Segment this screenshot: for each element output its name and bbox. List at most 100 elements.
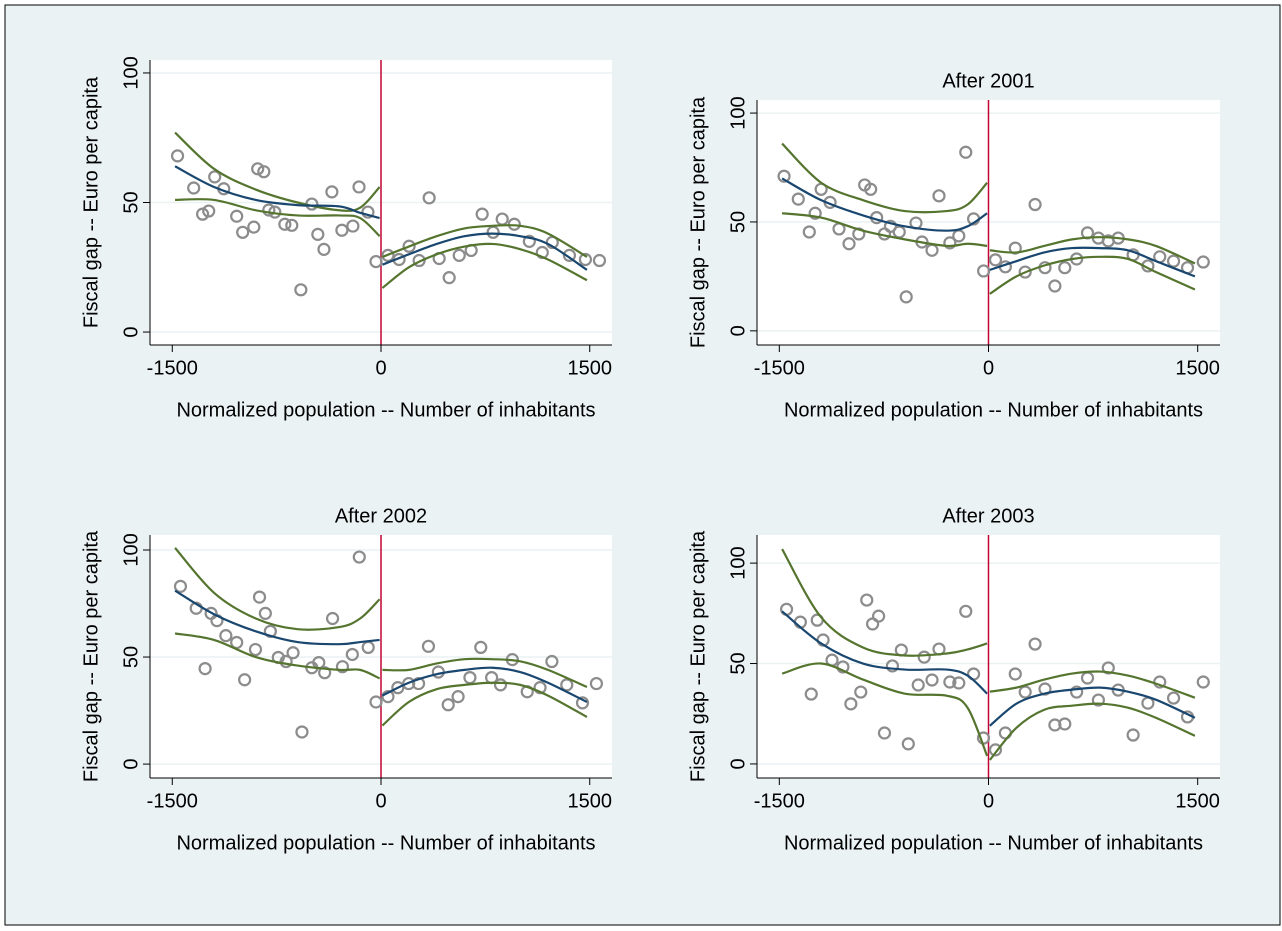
scatter-point	[345, 647, 359, 662]
scatter-point	[917, 650, 931, 664]
scatter-point	[1058, 717, 1072, 731]
scatter-point	[836, 660, 850, 674]
scatter-point	[230, 209, 244, 223]
scatter-point	[170, 149, 185, 163]
scatter-point	[1048, 279, 1062, 293]
fit-line	[174, 165, 380, 220]
y-axis-label: Fiscal gap -- Euro per capita	[687, 530, 709, 782]
scatter-point	[236, 225, 250, 239]
scatter-point	[369, 254, 383, 269]
y-tick-label: 0	[120, 759, 142, 770]
fit-line	[175, 198, 381, 237]
scatter-point	[262, 203, 276, 217]
fit-line	[989, 670, 1196, 699]
y-axis-label: Fiscal gap -- Euro per capita	[80, 530, 102, 782]
scatter-point	[854, 685, 868, 699]
scatter-point	[285, 218, 299, 232]
scatter-point	[369, 695, 383, 709]
scatter-point	[872, 609, 886, 623]
scatter-point	[335, 223, 349, 237]
fit-line	[382, 657, 588, 689]
x-tick-label: 0	[375, 357, 386, 379]
scatter-point	[877, 726, 892, 740]
scatter-point	[560, 678, 574, 692]
scatter-point	[422, 191, 436, 205]
fit-line	[781, 610, 988, 695]
scatter-point	[318, 666, 332, 680]
x-tick-label: -1500	[754, 357, 805, 379]
scatter-point	[202, 204, 216, 218]
scatter-point	[452, 248, 466, 262]
scatter-point	[1196, 675, 1210, 689]
scatter-point	[335, 660, 350, 674]
panel-title: After 2001	[942, 70, 1034, 92]
panel: After 2001 0 50 100 -1500 0 1500 Normalized pop…	[687, 70, 1220, 421]
fit-line	[381, 681, 588, 727]
fit-line	[989, 246, 1196, 278]
panel: 0 50 100 -1500 0 1500 Normalized population --…	[80, 56, 612, 421]
scatter-point	[391, 681, 405, 695]
scatter-point	[474, 640, 488, 655]
scatter-point	[988, 253, 1003, 267]
scatter-point	[952, 676, 966, 690]
scatter-point	[294, 283, 308, 297]
scatter-point	[219, 629, 233, 643]
scatter-point	[258, 606, 272, 620]
fit-line	[381, 666, 588, 703]
scatter-point	[592, 253, 607, 268]
fit-line	[781, 212, 988, 248]
scatter-point	[578, 252, 593, 267]
scatter-point	[325, 185, 339, 199]
x-tick-label: 0	[375, 790, 386, 812]
x-axis-label: Normalized population -- Number of inhab…	[784, 399, 1203, 421]
scatter-point	[381, 690, 395, 704]
x-axis-label: Normalized population -- Number of inhab…	[176, 832, 595, 854]
scatter-point	[451, 690, 465, 704]
scatter-point	[251, 162, 265, 176]
y-tick-label: 100	[120, 533, 142, 566]
scatter-point	[279, 654, 293, 669]
scatter-point	[475, 207, 489, 221]
scatter-point	[533, 681, 547, 695]
fit-line	[781, 177, 988, 232]
scatter-point	[1166, 254, 1181, 268]
scatter-point	[317, 242, 331, 256]
fit-line	[174, 131, 381, 212]
scatter-point	[278, 217, 292, 231]
scatter-point	[842, 237, 856, 251]
scatter-point	[562, 248, 577, 262]
scatter-point	[412, 253, 426, 268]
scatter-point	[988, 743, 1003, 757]
fit-line	[381, 224, 588, 258]
scatter-point	[899, 290, 913, 304]
scatter-point	[959, 604, 973, 618]
panel: After 2003 0 50 100 -1500 0 1500 Normalized pop…	[687, 505, 1220, 854]
y-tick-label: 50	[727, 211, 749, 233]
fit-line	[989, 686, 1196, 727]
scatter-point	[1196, 255, 1210, 269]
scatter-point	[346, 219, 360, 233]
scatter-point	[943, 675, 957, 689]
scatter-point	[1058, 261, 1072, 275]
scatter-point	[238, 673, 252, 687]
y-tick-label: 50	[120, 646, 142, 668]
scatter-point	[402, 239, 416, 253]
x-tick-label: -1500	[147, 357, 198, 379]
scatter-point	[885, 659, 900, 673]
y-tick-label: 0	[120, 326, 142, 337]
scatter-point	[208, 170, 222, 184]
scatter-point	[463, 670, 477, 685]
scatter-point	[361, 205, 375, 219]
scatter-point	[421, 639, 436, 653]
y-tick-label: 0	[727, 758, 749, 769]
scatter-point	[381, 248, 395, 262]
fit-line	[989, 255, 1196, 295]
scatter-point	[864, 182, 878, 196]
x-tick-label: 1500	[567, 357, 612, 379]
scatter-point	[901, 737, 915, 751]
scatter-point	[802, 225, 816, 239]
scatter-point	[257, 165, 271, 179]
scatter-point	[777, 169, 791, 183]
scatter-point	[545, 654, 559, 669]
scatter-point	[493, 678, 508, 692]
